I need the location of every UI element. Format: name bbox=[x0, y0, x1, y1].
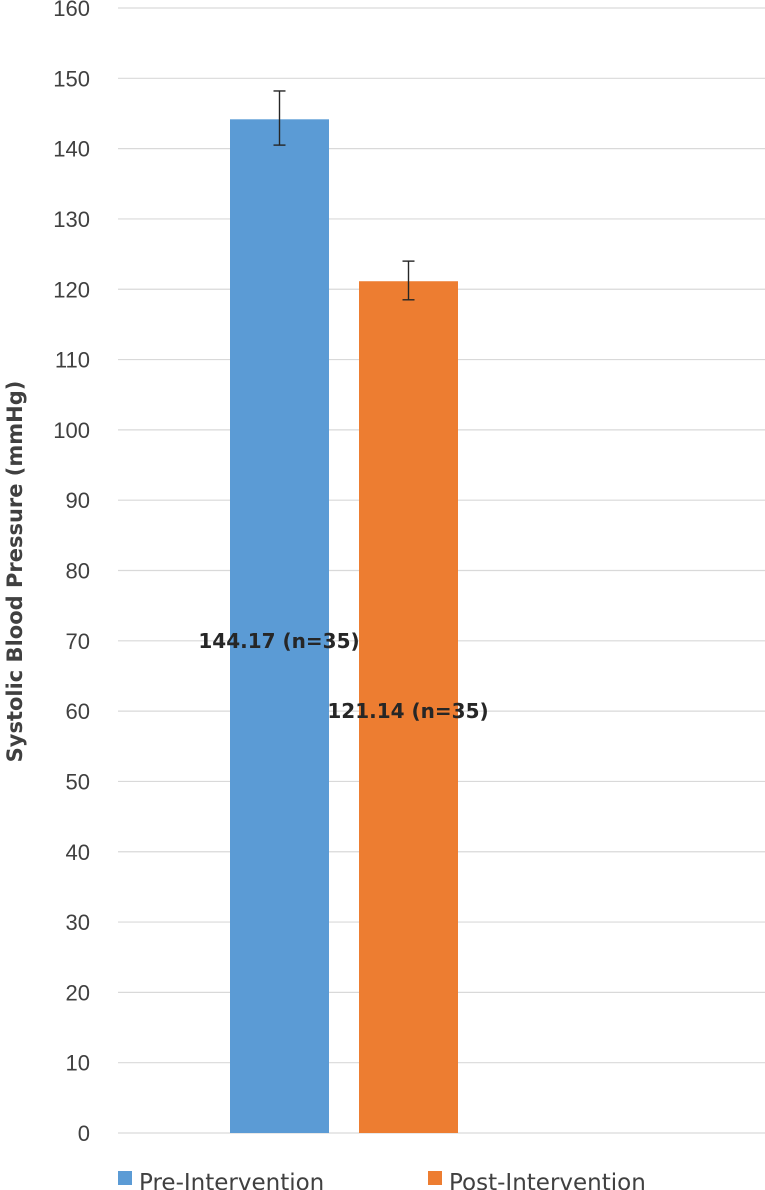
y-tick-label: 90 bbox=[66, 488, 90, 513]
y-axis-ticks: 0 10 20 30 40 50 60 70 80 90 100 110 120 130 140 150 160 bbox=[53, 0, 90, 1146]
y-tick-label: 60 bbox=[66, 699, 90, 724]
y-tick-label: 50 bbox=[66, 769, 90, 794]
y-tick-label: 0 bbox=[78, 1121, 90, 1146]
y-axis-label: Systolic Blood Pressure (mmHg) bbox=[3, 381, 27, 763]
y-tick-label: 70 bbox=[66, 629, 90, 654]
bars bbox=[230, 119, 458, 1133]
bar-post-intervention bbox=[359, 281, 458, 1133]
legend-swatch bbox=[428, 1171, 442, 1185]
data-label: 121.14 (n=35) bbox=[327, 699, 488, 723]
y-tick-label: 110 bbox=[55, 348, 90, 373]
legend: Pre-Intervention Post-Intervention bbox=[118, 1170, 646, 1190]
y-tick-label: 20 bbox=[66, 980, 90, 1005]
y-tick-label: 80 bbox=[66, 559, 90, 584]
y-tick-label: 160 bbox=[53, 0, 90, 21]
legend-swatch bbox=[118, 1171, 132, 1185]
error-bars bbox=[273, 90, 415, 301]
y-tick-label: 150 bbox=[53, 66, 90, 91]
y-tick-label: 40 bbox=[66, 840, 90, 865]
y-tick-label: 140 bbox=[53, 137, 90, 162]
data-label: 144.17 (n=35) bbox=[198, 629, 359, 653]
y-tick-label: 120 bbox=[53, 277, 90, 302]
legend-label: Post-Intervention bbox=[449, 1170, 646, 1190]
legend-label: Pre-Intervention bbox=[139, 1170, 324, 1190]
y-tick-label: 130 bbox=[53, 207, 90, 232]
y-tick-label: 10 bbox=[66, 1051, 90, 1076]
y-tick-label: 30 bbox=[66, 910, 90, 935]
bar-pre-intervention bbox=[230, 119, 329, 1133]
data-labels: 144.17 (n=35) 121.14 (n=35) bbox=[198, 629, 488, 723]
y-tick-label: 100 bbox=[53, 418, 90, 443]
